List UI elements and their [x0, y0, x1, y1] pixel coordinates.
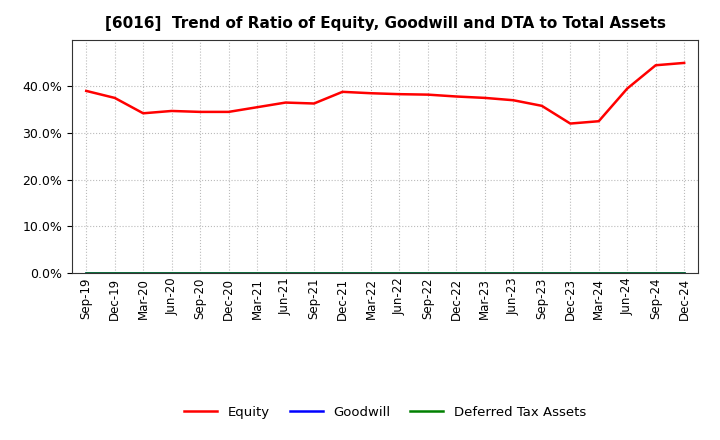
Deferred Tax Assets — [566, 270, 575, 275]
Deferred Tax Assets — [652, 270, 660, 275]
Deferred Tax Assets — [623, 270, 631, 275]
Deferred Tax Assets — [110, 270, 119, 275]
Equity — [652, 62, 660, 68]
Deferred Tax Assets — [595, 270, 603, 275]
Deferred Tax Assets — [196, 270, 204, 275]
Equity — [196, 109, 204, 114]
Equity — [167, 108, 176, 114]
Line: Equity: Equity — [86, 63, 684, 124]
Equity — [310, 101, 318, 106]
Deferred Tax Assets — [139, 270, 148, 275]
Equity — [139, 110, 148, 116]
Goodwill — [509, 270, 518, 275]
Deferred Tax Assets — [282, 270, 290, 275]
Deferred Tax Assets — [82, 270, 91, 275]
Equity — [623, 86, 631, 91]
Deferred Tax Assets — [537, 270, 546, 275]
Equity — [395, 92, 404, 97]
Goodwill — [395, 270, 404, 275]
Equity — [82, 88, 91, 94]
Deferred Tax Assets — [310, 270, 318, 275]
Deferred Tax Assets — [480, 270, 489, 275]
Goodwill — [282, 270, 290, 275]
Goodwill — [566, 270, 575, 275]
Goodwill — [82, 270, 91, 275]
Deferred Tax Assets — [225, 270, 233, 275]
Goodwill — [110, 270, 119, 275]
Deferred Tax Assets — [253, 270, 261, 275]
Goodwill — [452, 270, 461, 275]
Deferred Tax Assets — [366, 270, 375, 275]
Goodwill — [167, 270, 176, 275]
Equity — [480, 95, 489, 100]
Deferred Tax Assets — [452, 270, 461, 275]
Equity — [282, 100, 290, 105]
Equity — [452, 94, 461, 99]
Goodwill — [366, 270, 375, 275]
Equity — [110, 95, 119, 100]
Goodwill — [196, 270, 204, 275]
Legend: Equity, Goodwill, Deferred Tax Assets: Equity, Goodwill, Deferred Tax Assets — [179, 401, 591, 424]
Goodwill — [423, 270, 432, 275]
Deferred Tax Assets — [338, 270, 347, 275]
Deferred Tax Assets — [167, 270, 176, 275]
Goodwill — [680, 270, 688, 275]
Equity — [253, 105, 261, 110]
Goodwill — [537, 270, 546, 275]
Equity — [225, 109, 233, 114]
Equity — [566, 121, 575, 126]
Deferred Tax Assets — [423, 270, 432, 275]
Goodwill — [310, 270, 318, 275]
Equity — [338, 89, 347, 95]
Goodwill — [139, 270, 148, 275]
Equity — [509, 98, 518, 103]
Deferred Tax Assets — [509, 270, 518, 275]
Goodwill — [480, 270, 489, 275]
Equity — [537, 103, 546, 109]
Deferred Tax Assets — [395, 270, 404, 275]
Deferred Tax Assets — [680, 270, 688, 275]
Goodwill — [623, 270, 631, 275]
Equity — [680, 60, 688, 66]
Goodwill — [595, 270, 603, 275]
Goodwill — [225, 270, 233, 275]
Goodwill — [253, 270, 261, 275]
Goodwill — [652, 270, 660, 275]
Goodwill — [338, 270, 347, 275]
Title: [6016]  Trend of Ratio of Equity, Goodwill and DTA to Total Assets: [6016] Trend of Ratio of Equity, Goodwil… — [104, 16, 666, 32]
Equity — [423, 92, 432, 97]
Equity — [595, 118, 603, 124]
Equity — [366, 91, 375, 96]
